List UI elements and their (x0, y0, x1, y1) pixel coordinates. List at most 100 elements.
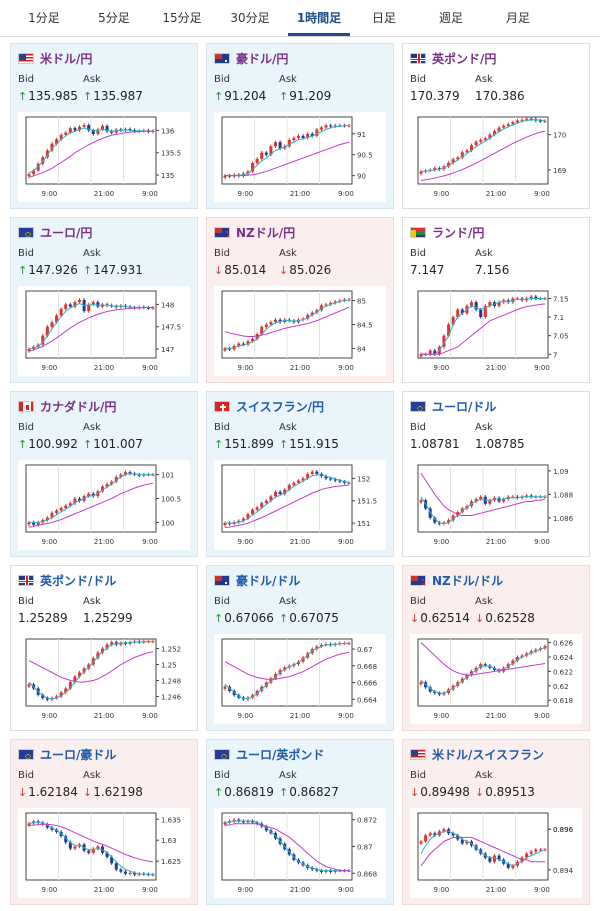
rate-card[interactable]: ユーロ/英ポンド Bid Ask ↑0.86819 ↑0.86827 0.872 0.87 0… (206, 739, 394, 905)
rate-card[interactable]: 豪ドル/ドル Bid Ask ↑0.67066 ↑0.67075 0.67 0.668 0.6… (206, 565, 394, 731)
ask-price: 170.386 (475, 89, 525, 103)
currency-pair-link[interactable]: 米ドル/円 (40, 51, 93, 66)
currency-pair-link[interactable]: 米ドル/スイスフラン (432, 747, 545, 762)
price-chart[interactable]: 7.15 7.1 7.05 7 9:00 21:00 9:00 (410, 286, 582, 376)
rate-card[interactable]: ユーロ/ドル Bid Ask 1.08781 1.08785 1.09 1.088 1.086… (402, 391, 590, 557)
price-chart[interactable]: 0.872 0.87 0.868 9:00 21:00 9:00 (214, 808, 386, 898)
candlestick-chart: 152 151.5 151 9:00 21:00 9:00 (221, 464, 377, 546)
rate-card[interactable]: ランド/円 Bid Ask 7.147 7.156 7.15 7.1 7.05 7 9:00 21:… (402, 217, 590, 383)
candle-body (251, 163, 255, 172)
ask-value: ↑135.987 (83, 89, 143, 103)
candle-body (428, 833, 432, 836)
rate-card[interactable]: 米ドル/スイスフラン Bid Ask ↓0.89498 ↓0.89513 0.896 0.8… (402, 739, 590, 905)
candle-body (78, 126, 82, 131)
candle-body (269, 322, 273, 325)
price-chart[interactable]: 1.635 1.63 1.625 9:00 21:00 9:00 (18, 808, 190, 898)
candle-body (515, 298, 519, 300)
price-chart[interactable]: 0.67 0.668 0.666 0.664 9:00 21:00 9:00 (214, 634, 386, 724)
candle-body (497, 302, 501, 306)
candle-body (264, 152, 268, 155)
candle-body (45, 326, 49, 336)
candle-body (68, 128, 72, 133)
candle-body (110, 481, 114, 485)
candle-body (506, 124, 510, 126)
y-tick-label: 1.625 (161, 858, 181, 866)
y-tick-label: 1.248 (161, 677, 181, 685)
y-tick-label: 91 (357, 131, 366, 139)
rate-card[interactable]: カナダドル/円 Bid Ask ↑100.992 ↑101.007 101 100.5 100… (10, 391, 198, 557)
currency-pair-link[interactable]: 英ポンド/円 (432, 51, 497, 66)
currency-pair-link[interactable]: 英ポンド/ドル (40, 573, 117, 588)
rate-card[interactable]: NZドル/ドル Bid Ask ↓0.62514 ↓0.62528 0.626 0.624 0… (402, 565, 590, 731)
ask-price: 147.931 (93, 263, 143, 277)
candle-body (55, 829, 59, 832)
price-chart[interactable]: 148 147.5 147 9:00 21:00 9:00 (18, 286, 190, 376)
rate-card[interactable]: ユーロ/円 Bid Ask ↑147.926 ↑147.931 148 147.5 147 9:… (10, 217, 198, 383)
candle-body (68, 682, 72, 689)
tab-5[interactable]: 1時間足 (288, 0, 350, 36)
price-chart[interactable]: 136 135.5 135 9:00 21:00 9:00 (18, 112, 190, 202)
rate-card[interactable]: 英ポンド/円 Bid Ask 170.379 170.386 170 169 9:00 21:0… (402, 43, 590, 209)
ma-short-line (225, 299, 350, 349)
us-flag-icon (410, 748, 426, 760)
price-chart[interactable]: 152 151.5 151 9:00 21:00 9:00 (214, 460, 386, 550)
rate-card[interactable]: スイスフラン/円 Bid Ask ↑151.899 ↑151.915 152 151.5 15… (206, 391, 394, 557)
card-header: 英ポンド/円 (410, 50, 496, 66)
candle-body (87, 493, 91, 497)
candle-body (442, 693, 446, 695)
price-chart[interactable]: 1.09 1.088 1.086 9:00 21:00 9:00 (410, 460, 582, 550)
rate-card[interactable]: 英ポンド/ドル Bid Ask 1.25289 1.25299 1.252 1.25 1.24… (10, 565, 198, 731)
tab-8[interactable]: 月足 (505, 11, 530, 25)
currency-pair-link[interactable]: 豪ドル/ドル (236, 573, 301, 588)
price-chart[interactable]: 91 90.5 90 9:00 21:00 9:00 (214, 112, 386, 202)
rate-card[interactable]: 米ドル/円 Bid Ask ↑135.985 ↑135.987 136 135.5 135 9:… (10, 43, 198, 209)
price-chart[interactable]: 0.896 0.896 0.894 9:00 21:00 9:00 (410, 808, 582, 898)
rate-card[interactable]: NZドル/円 Bid Ask ↓85.014 ↓85.026 85 84.5 84 9:00 21… (206, 217, 394, 383)
candle-body (91, 130, 95, 134)
candle-body (260, 326, 264, 335)
price-chart[interactable]: 85 84.5 84 9:00 21:00 9:00 (214, 286, 386, 376)
currency-pair-link[interactable]: ユーロ/英ポンド (236, 747, 325, 762)
price-chart[interactable]: 0.626 0.624 0.622 0.62 0.618 9:00 21:00 9:00 (410, 634, 582, 724)
ask-value: 7.156 (475, 263, 509, 277)
price-chart[interactable]: 1.252 1.25 1.248 1.246 9:00 21:00 9:00 (18, 634, 190, 724)
candle-body (488, 857, 492, 862)
tab-4[interactable]: 30分足 (230, 11, 270, 25)
candlestick-chart: 101 100.5 100 9:00 21:00 9:00 (25, 464, 181, 546)
bid-price: 0.67066 (224, 611, 274, 625)
candle-body (515, 120, 519, 123)
tab-7[interactable]: 週足 (438, 11, 463, 25)
price-chart[interactable]: 170 169 9:00 21:00 9:00 (410, 112, 582, 202)
x-tick-label: 9:00 (338, 886, 354, 894)
currency-pair-link[interactable]: カナダドル/円 (40, 399, 117, 414)
rate-card[interactable]: ユーロ/豪ドル Bid Ask ↓1.62184 ↓1.62198 1.635 1.63 1.… (10, 739, 198, 905)
tab-2[interactable]: 5分足 (98, 11, 130, 25)
currency-pair-link[interactable]: 豪ドル/円 (236, 51, 289, 66)
ask-value: 170.386 (475, 89, 525, 103)
down-arrow-icon: ↓ (410, 612, 420, 625)
x-tick-label: 9:00 (338, 712, 354, 720)
y-tick-label: 0.67 (357, 646, 373, 654)
currency-pair-link[interactable]: NZドル/円 (236, 225, 296, 240)
x-tick-label: 9:00 (534, 886, 550, 894)
price-chart[interactable]: 101 100.5 100 9:00 21:00 9:00 (18, 460, 190, 550)
candle-body (538, 120, 542, 122)
tab-1[interactable]: 1分足 (28, 11, 60, 25)
candle-body (223, 348, 227, 351)
rate-card[interactable]: 豪ドル/円 Bid Ask ↑91.204 ↑91.209 91 90.5 90 9:00 21:… (206, 43, 394, 209)
currency-pair-link[interactable]: ランド/円 (432, 225, 485, 240)
candle-body (333, 301, 337, 303)
currency-pair-link[interactable]: ユーロ/円 (40, 225, 93, 240)
x-tick-label: 9:00 (534, 538, 550, 546)
currency-pair-link[interactable]: ユーロ/ドル (432, 399, 497, 414)
candle-body (278, 319, 282, 323)
currency-pair-link[interactable]: NZドル/ドル (432, 573, 504, 588)
currency-pair-link[interactable]: ユーロ/豪ドル (40, 747, 117, 762)
candle-body (119, 642, 123, 645)
candlestick-chart: 91 90.5 90 9:00 21:00 9:00 (221, 116, 373, 198)
tab-3[interactable]: 15分足 (162, 11, 202, 25)
x-tick-label: 9:00 (534, 190, 550, 198)
currency-pair-link[interactable]: スイスフラン/円 (236, 399, 325, 414)
ma-short-line (28, 821, 154, 876)
tab-6[interactable]: 日足 (371, 11, 396, 25)
